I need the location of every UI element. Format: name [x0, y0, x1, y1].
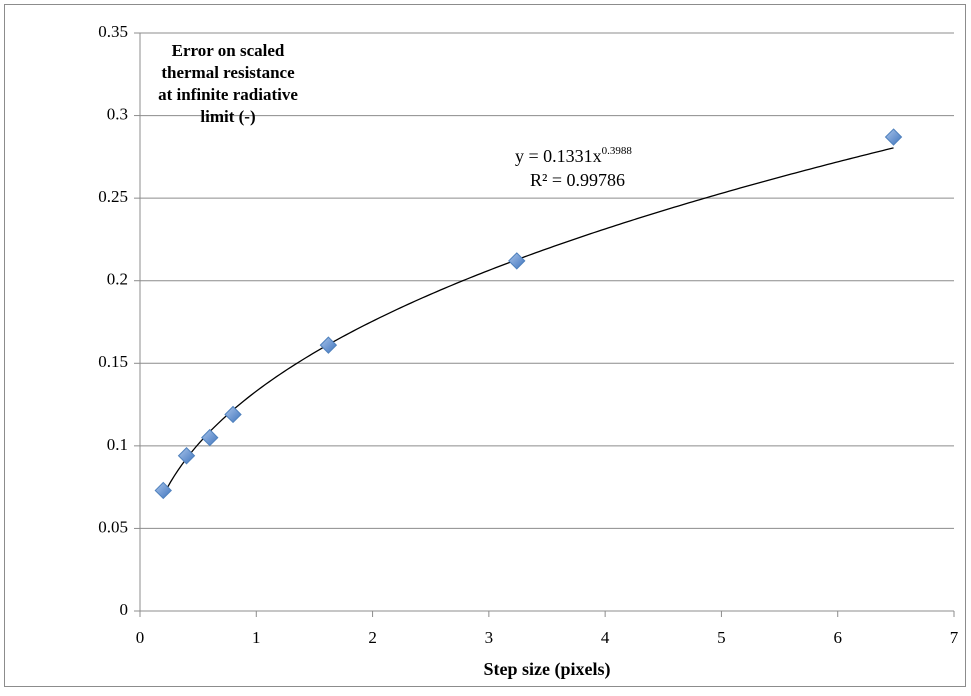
x-axis-title: Step size (pixels) — [484, 659, 611, 680]
data-point — [201, 428, 219, 447]
y-tick-label: 0.35 — [98, 22, 128, 41]
y-tick-label: 0 — [120, 600, 129, 619]
data-point — [508, 252, 526, 270]
x-tick-label: 2 — [368, 628, 377, 647]
data-point — [319, 336, 338, 354]
x-tick-label: 6 — [833, 628, 842, 647]
data-point — [154, 481, 172, 500]
y-tick-label: 0.15 — [98, 352, 128, 371]
x-tick-label: 0 — [136, 628, 145, 647]
y-axis-title: Error on scaled — [172, 41, 285, 60]
y-tick-label: 0.1 — [107, 435, 128, 454]
data-point — [884, 128, 903, 146]
equation-text: y = 0.1331x — [515, 146, 602, 166]
data-point — [177, 447, 196, 465]
y-axis-title: thermal resistance — [161, 63, 295, 82]
x-tick-label: 1 — [252, 628, 261, 647]
data-point — [224, 405, 242, 424]
y-tick-label: 0.05 — [98, 517, 128, 536]
chart-frame — [4, 4, 966, 687]
y-axis-title: limit (-) — [200, 107, 255, 126]
y-axis-title: at infinite radiative — [158, 85, 298, 104]
x-tick-label: 5 — [717, 628, 726, 647]
equation-exponent: 0.3988 — [602, 145, 633, 157]
y-tick-label: 0.25 — [98, 187, 128, 206]
trendline — [162, 147, 894, 496]
y-tick-label: 0.2 — [107, 270, 128, 289]
x-tick-label: 7 — [950, 628, 959, 647]
x-tick-label: 4 — [601, 628, 610, 647]
x-tick-label: 3 — [485, 628, 494, 647]
trendline-equation: y = 0.1331x0.3988 — [515, 145, 632, 167]
y-tick-label: 0.3 — [107, 104, 128, 123]
r-squared: R² = 0.99786 — [530, 170, 625, 190]
